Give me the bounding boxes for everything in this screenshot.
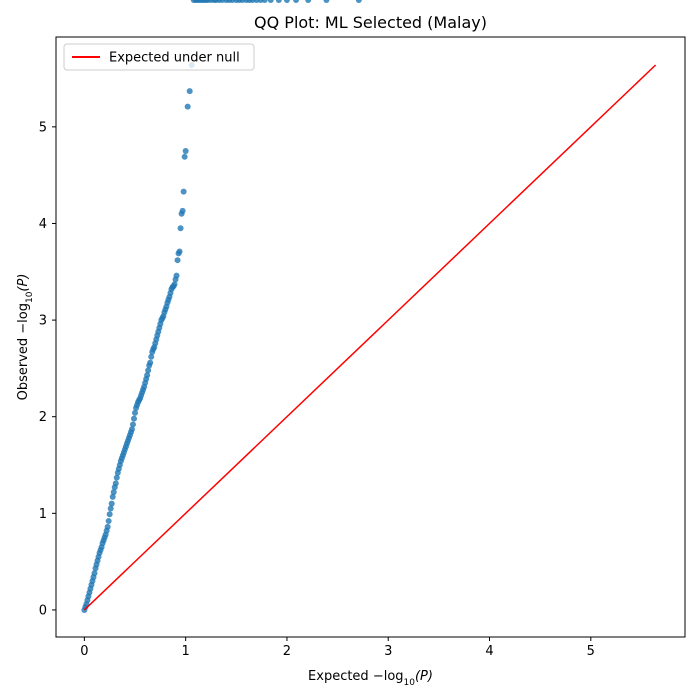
y-axis-ticks: 0 1 2 3 4 5 (39, 120, 56, 618)
data-point (148, 353, 155, 360)
data-point (147, 359, 154, 366)
data-point (112, 480, 119, 487)
data-point (293, 0, 300, 3)
data-point (128, 426, 135, 433)
y-tick-label: 3 (39, 314, 47, 329)
x-tick-label: 5 (587, 644, 595, 659)
x-axis-label-tail: (P) (415, 669, 433, 684)
data-point (144, 372, 151, 379)
data-point (184, 103, 191, 110)
data-point (130, 415, 137, 422)
data-point (261, 0, 268, 3)
y-tick-label: 0 (39, 603, 47, 618)
scatter-points (81, 0, 362, 613)
data-point (179, 207, 186, 214)
data-point (177, 225, 184, 232)
data-point (173, 272, 180, 279)
y-tick-label: 4 (39, 217, 47, 232)
x-axis-ticks: 0 1 2 3 4 5 (80, 637, 595, 659)
chart-title: QQ Plot: ML Selected (Malay) (254, 13, 487, 32)
data-point (113, 474, 120, 481)
data-point (174, 257, 181, 264)
data-point (275, 0, 282, 3)
x-axis-label-main: Expected −log (308, 669, 404, 684)
data-point (283, 0, 290, 3)
data-point (305, 0, 312, 3)
legend-entry-expected: Expected under null (109, 51, 240, 66)
data-point (106, 511, 113, 518)
y-axis-label-subscript: 10 (25, 291, 35, 303)
y-tick-label: 2 (39, 410, 47, 425)
x-tick-label: 3 (384, 644, 392, 659)
data-point (129, 421, 136, 428)
y-tick-label: 5 (39, 120, 47, 135)
data-point (105, 518, 112, 525)
x-tick-label: 1 (182, 644, 190, 659)
reference-line-layer (83, 64, 657, 611)
x-axis-label: Expected −log10(P) (308, 669, 433, 688)
reference-line-expected (83, 64, 657, 611)
x-tick-label: 2 (283, 644, 291, 659)
data-point (132, 409, 138, 416)
data-point (109, 493, 116, 500)
y-axis-label-tail: (P) (16, 274, 31, 292)
data-point (355, 0, 362, 3)
y-tick-label: 1 (39, 507, 47, 522)
data-point (108, 500, 115, 507)
data-point (145, 367, 152, 374)
y-axis-label-main: Observed −log (16, 303, 31, 400)
x-axis-label-subscript: 10 (404, 678, 416, 688)
plot-area-frame (55, 36, 686, 638)
x-tick-label: 4 (485, 644, 493, 659)
data-point (107, 505, 114, 512)
data-point (323, 0, 330, 3)
data-point (181, 153, 188, 160)
data-point (186, 88, 193, 95)
x-tick-label: 0 (80, 644, 88, 659)
legend: Expected under null (63, 43, 255, 71)
data-point (104, 523, 111, 530)
data-point (110, 489, 117, 496)
legend-box (63, 43, 255, 71)
data-point (180, 188, 187, 195)
y-axis-label: Observed −log10(P) (16, 274, 35, 401)
data-point (91, 570, 98, 577)
data-point (267, 0, 274, 3)
data-point (182, 148, 189, 155)
data-point (176, 248, 183, 255)
data-point (171, 281, 178, 288)
